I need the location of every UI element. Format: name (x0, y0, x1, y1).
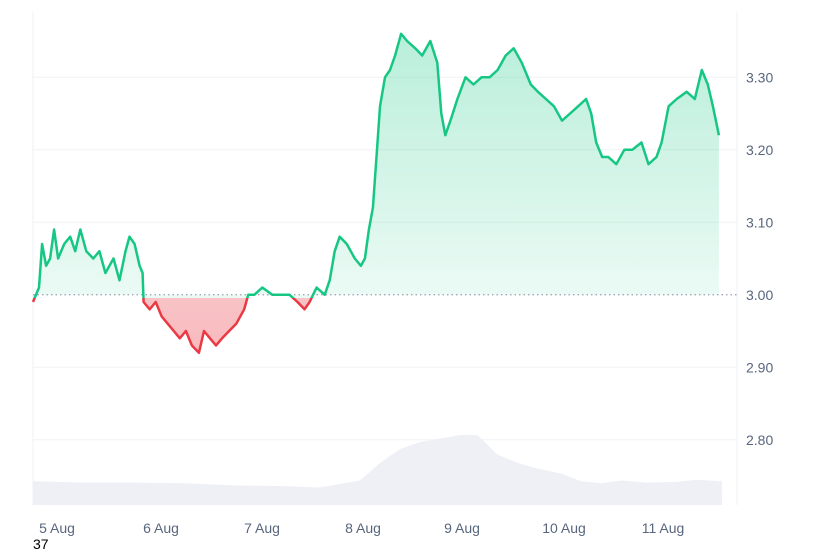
price-line (31, 32, 721, 355)
x-tick-label: 8 Aug (345, 520, 381, 536)
y-tick-label: 2.90 (746, 359, 773, 375)
x-tick-label: 9 Aug (444, 520, 480, 536)
corner-label: 37 (33, 536, 49, 552)
y-tick-label: 2.80 (746, 432, 773, 448)
y-tick-label: 3.10 (746, 214, 773, 230)
x-axis-labels: 5 Aug 6 Aug 7 Aug 8 Aug 9 Aug 10 Aug 11 Aug (39, 520, 684, 536)
price-line-up (33, 32, 721, 298)
y-tick-label: 3.20 (746, 142, 773, 158)
x-tick-label: 7 Aug (244, 520, 280, 536)
y-tick-label: 3.30 (746, 69, 773, 85)
volume-area (33, 435, 722, 505)
y-tick-label: 3.00 (746, 287, 773, 303)
x-tick-label: 6 Aug (143, 520, 179, 536)
x-tick-label: 5 Aug (39, 520, 75, 536)
x-tick-label: 10 Aug (542, 520, 586, 536)
area-above-baseline (33, 33, 719, 298)
y-axis-labels: 3.30 3.20 3.10 3.00 2.90 2.80 (746, 69, 773, 448)
x-tick-label: 11 Aug (642, 520, 685, 536)
volume-shape (33, 435, 722, 505)
